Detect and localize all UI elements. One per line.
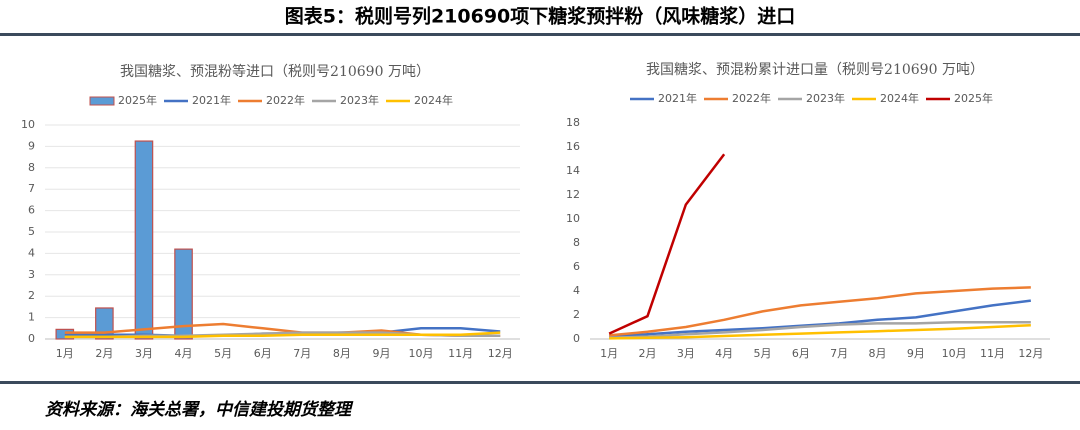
x-tick-label: 7月 [293, 347, 311, 360]
x-tick-label: 3月 [135, 347, 153, 360]
line-series [608, 153, 726, 335]
y-tick-label: 12 [566, 188, 580, 201]
y-tick-label: 0 [28, 332, 35, 345]
legend-swatch [89, 96, 115, 106]
y-tick-label: 8 [573, 236, 580, 249]
legend-label: 2021年 [192, 93, 231, 107]
chart-title: 我国糖浆、预混粉累计进口量（税则号210690 万吨） [646, 62, 984, 78]
y-tick-label: 2 [28, 289, 35, 302]
y-tick-label: 3 [28, 268, 35, 281]
bar [134, 140, 154, 340]
y-tick-label: 16 [566, 140, 580, 153]
legend-label: 2025年 [118, 93, 157, 107]
legend-label: 2024年 [880, 91, 919, 105]
legend-label: 2025年 [954, 91, 993, 105]
x-tick-label: 4月 [175, 347, 193, 360]
x-tick-label: 6月 [792, 347, 810, 360]
x-tick-label: 1月 [56, 347, 74, 360]
y-tick-label: 10 [566, 212, 580, 225]
line-series [609, 299, 1031, 338]
line-series [609, 320, 1031, 340]
y-tick-label: 7 [28, 182, 35, 195]
y-tick-label: 0 [573, 332, 580, 345]
x-tick-label: 7月 [830, 347, 848, 360]
figure-title: 图表5：税则号列210690项下糖浆预拌粉（风味糖浆）进口 [285, 5, 796, 28]
x-tick-label: 12月 [488, 347, 513, 360]
y-tick-label: 6 [573, 260, 580, 273]
y-tick-label: 2 [573, 308, 580, 321]
x-tick-label: 8月 [869, 347, 887, 360]
x-tick-label: 12月 [1018, 347, 1043, 360]
chart-title: 我国糖浆、预混粉等进口（税则号210690 万吨） [120, 63, 430, 80]
x-tick-label: 5月 [754, 347, 772, 360]
y-tick-label: 4 [573, 284, 580, 297]
line-series [64, 331, 501, 339]
bar [174, 248, 193, 340]
x-tick-label: 2月 [639, 347, 657, 360]
y-tick-label: 1 [28, 311, 35, 324]
y-tick-label: 8 [28, 161, 35, 174]
y-tick-label: 14 [566, 164, 580, 177]
x-tick-label: 11月 [448, 347, 473, 360]
y-tick-label: 5 [28, 225, 35, 238]
line-series [609, 323, 1031, 340]
y-tick-label: 6 [28, 204, 35, 217]
x-tick-label: 10月 [942, 347, 967, 360]
x-tick-label: 2月 [95, 347, 113, 360]
top-rule [0, 33, 1080, 36]
x-tick-label: 9月 [372, 347, 390, 360]
legend-label: 2022年 [732, 91, 771, 105]
x-tick-label: 1月 [600, 347, 618, 360]
legend-label: 2023年 [806, 91, 845, 105]
y-tick-label: 4 [28, 246, 35, 259]
bottom-rule [0, 381, 1080, 384]
legend-label: 2022年 [266, 93, 305, 107]
legend-label: 2024年 [414, 93, 453, 107]
x-tick-label: 5月 [214, 347, 232, 360]
x-tick-label: 8月 [333, 347, 351, 360]
line-series [609, 286, 1031, 337]
y-tick-label: 18 [566, 116, 580, 129]
x-tick-label: 6月 [254, 347, 272, 360]
x-tick-label: 10月 [409, 347, 434, 360]
legend-label: 2021年 [658, 91, 697, 105]
y-tick-label: 9 [28, 139, 35, 152]
x-tick-label: 9月 [907, 347, 925, 360]
legend-label: 2023年 [340, 93, 379, 107]
x-tick-label: 3月 [677, 347, 695, 360]
x-tick-label: 11月 [980, 347, 1005, 360]
source: 资料来源：海关总署，中信建投期货整理 [45, 400, 354, 420]
x-tick-label: 4月 [715, 347, 733, 360]
y-tick-label: 10 [21, 118, 35, 131]
